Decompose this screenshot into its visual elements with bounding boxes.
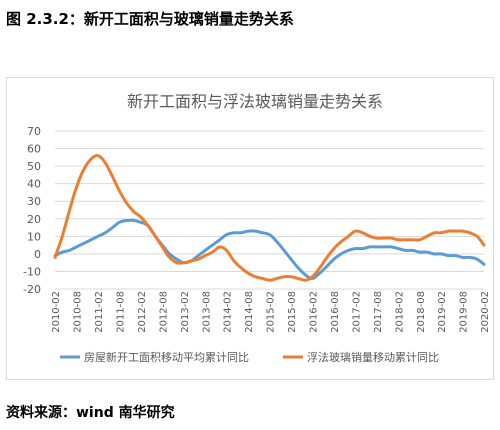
x-tick-label: 2013-08	[201, 291, 212, 333]
x-tick-label: 2015-02	[266, 291, 277, 333]
x-tick-label: 2016-08	[330, 291, 341, 333]
series-line-2	[53, 153, 486, 282]
x-tick-label: 2015-08	[287, 291, 298, 333]
y-tick-label: -10	[23, 265, 41, 278]
x-tick-label: 2016-02	[309, 291, 320, 333]
y-tick-label: 20	[27, 213, 41, 226]
figure-title: 图 2.3.2：新开工面积与玻璃销量走势关系	[6, 10, 294, 28]
x-tick-label: 2011-08	[115, 291, 126, 333]
x-tick-label: 2012-08	[158, 291, 169, 333]
source-note: 资料来源：wind 南华研究	[6, 405, 175, 421]
x-tick-label: 2018-08	[416, 291, 427, 333]
legend-label-2: 浮法玻璃销量移动累计同比	[307, 350, 439, 364]
y-tick-label: 10	[27, 230, 41, 243]
y-tick-label: 0	[34, 248, 41, 261]
x-tick-label: 2018-02	[394, 291, 405, 333]
x-axis-ticks: 2010-02 2010-08 2011-02 2011-08 2012-02 2012-…	[51, 291, 491, 333]
x-tick-label: 2020-02	[480, 291, 491, 333]
legend: 房屋新开工面积移动平均累计同比 浮法玻璃销量移动累计同比	[60, 350, 439, 364]
x-tick-label: 2011-02	[94, 291, 105, 333]
y-tick-label: 70	[27, 125, 41, 138]
y-tick-label: 30	[27, 195, 41, 208]
chart-frame	[6, 77, 494, 380]
series-lines	[53, 153, 486, 282]
x-tick-label: 2010-08	[73, 291, 84, 333]
x-tick-label: 2017-02	[351, 291, 362, 333]
legend-label-1: 房屋新开工面积移动平均累计同比	[84, 350, 249, 364]
y-tick-label: 60	[27, 143, 41, 156]
x-tick-label: 2019-08	[459, 291, 470, 333]
x-tick-label: 2017-08	[373, 291, 384, 333]
x-tick-label: 2014-08	[244, 291, 255, 333]
x-tick-label: 2014-02	[223, 291, 234, 333]
x-tick-label: 2012-02	[137, 291, 148, 333]
y-axis-ticks: -20 -10 0 10 20 30 40 50 60 70	[23, 125, 41, 296]
chart-title: 新开工面积与浮法玻璃销量走势关系	[127, 92, 383, 111]
series-line-1	[53, 218, 486, 281]
x-tick-label: 2010-02	[51, 291, 62, 333]
gridlines	[55, 130, 484, 290]
y-tick-label: 50	[27, 160, 41, 173]
x-tick-label: 2019-02	[437, 291, 448, 333]
y-tick-label: 40	[27, 178, 41, 191]
x-tick-label: 2013-02	[180, 291, 191, 333]
y-tick-label: -20	[23, 283, 41, 296]
